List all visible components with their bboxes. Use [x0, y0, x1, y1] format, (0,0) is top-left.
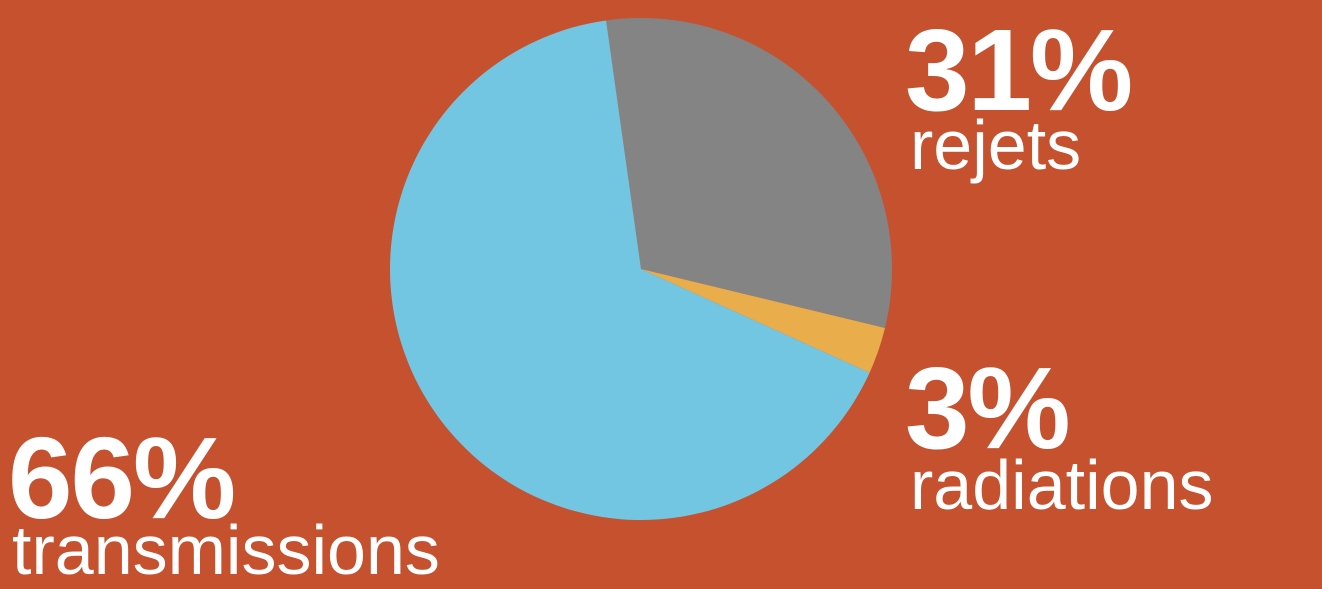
radiations-name-label: radiations	[910, 446, 1214, 524]
transmissions-name-label: transmissions	[12, 511, 440, 589]
pie-slice-transmissions	[389, 20, 870, 520]
rejets-name-label: rejets	[910, 106, 1082, 184]
pie-slice-rejets	[606, 17, 892, 329]
pie-slice-radiations	[641, 269, 885, 373]
transmissions-percent-label: 66%	[8, 413, 236, 543]
rejets-percent-label: 31%	[905, 5, 1133, 135]
radiations-percent-label: 3%	[905, 343, 1071, 473]
